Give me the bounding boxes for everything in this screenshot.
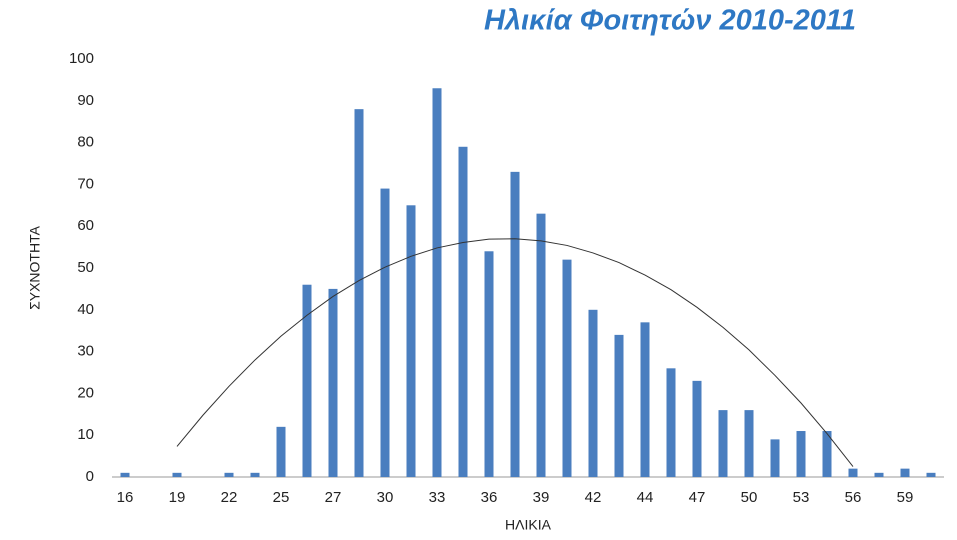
- x-tick-label: 27: [325, 489, 342, 506]
- y-tick-label: 80: [77, 134, 94, 151]
- y-tick-label: 60: [77, 217, 94, 234]
- bar: [770, 439, 780, 477]
- y-tick-label: 10: [77, 426, 94, 443]
- x-tick-label: 53: [793, 489, 810, 506]
- bar: [380, 188, 390, 477]
- bar: [120, 472, 130, 477]
- x-tick-label: 36: [481, 489, 498, 506]
- x-tick-label: 16: [117, 489, 134, 506]
- bar: [614, 334, 624, 477]
- y-tick-label: 50: [77, 259, 94, 276]
- x-tick-label: 47: [689, 489, 706, 506]
- bar: [926, 472, 936, 477]
- bar: [224, 472, 234, 477]
- y-tick-label: 90: [77, 92, 94, 109]
- bar: [718, 410, 728, 477]
- bar: [666, 368, 676, 477]
- bar: [848, 468, 858, 477]
- bar: [354, 109, 364, 477]
- bar: [432, 88, 442, 477]
- trendline: [176, 238, 854, 467]
- bar: [588, 309, 598, 477]
- x-axis-label: ΗΛΙΚΙΑ: [505, 517, 552, 533]
- y-tick-label: 70: [77, 175, 94, 192]
- bar: [276, 426, 286, 477]
- x-tick-label: 22: [221, 489, 238, 506]
- x-tick-label: 30: [377, 489, 394, 506]
- bar: [822, 431, 832, 477]
- y-tick-label: 100: [69, 50, 94, 67]
- bar: [536, 213, 546, 477]
- bar: [796, 431, 806, 477]
- y-tick-label: 20: [77, 384, 94, 401]
- bar: [484, 251, 494, 477]
- x-tick-label: 33: [429, 489, 446, 506]
- bar: [510, 171, 520, 478]
- bar: [250, 472, 260, 477]
- bar: [900, 468, 910, 477]
- y-tick-label: 40: [77, 301, 94, 318]
- y-tick-label: 0: [86, 468, 94, 485]
- bar: [458, 146, 468, 477]
- y-tick-label: 30: [77, 343, 94, 360]
- y-axis-label: ΣΥΧΝΟΤΗΤΑ: [27, 225, 43, 310]
- chart-title: Ηλικία Φοιτητών 2010-2011: [484, 5, 856, 37]
- bar: [640, 322, 650, 477]
- bar: [692, 380, 702, 477]
- x-tick-label: 44: [637, 489, 654, 506]
- x-tick-label: 59: [897, 489, 914, 506]
- bar: [744, 410, 754, 477]
- x-tick-label: 56: [845, 489, 862, 506]
- x-tick-label: 39: [533, 489, 550, 506]
- x-tick-label: 42: [585, 489, 602, 506]
- bar: [406, 205, 416, 478]
- x-tick-label: 25: [273, 489, 290, 506]
- x-tick-label: 50: [741, 489, 758, 506]
- bar: [328, 288, 338, 477]
- bar: [562, 259, 572, 477]
- bar: [302, 284, 312, 477]
- bar: [874, 472, 884, 477]
- x-tick-label: 19: [169, 489, 186, 506]
- bar: [172, 472, 182, 477]
